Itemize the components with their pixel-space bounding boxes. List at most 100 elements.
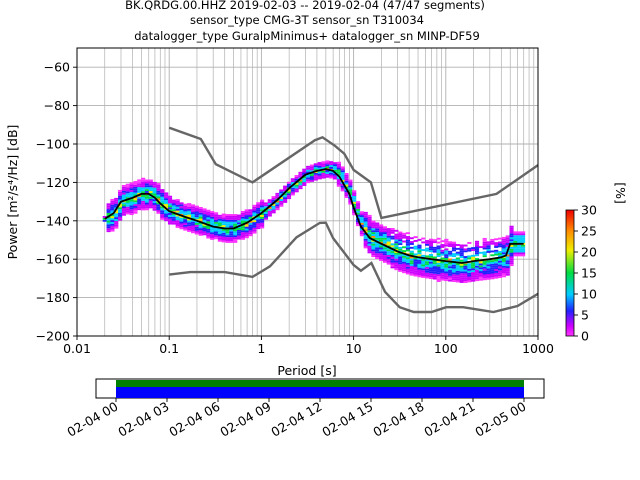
heatmap-cell [313, 172, 318, 175]
heatmap-cell [440, 244, 445, 246]
heatmap-cell [455, 267, 460, 270]
plot-frame [76, 47, 539, 337]
heatmap-cell [417, 273, 422, 276]
heatmap-cell [367, 218, 372, 221]
heatmap-cell [367, 214, 372, 217]
heatmap-cell [394, 256, 399, 259]
heatmap-cell [213, 233, 219, 236]
heatmap-cell [425, 263, 430, 266]
heatmap-cell [275, 200, 280, 203]
heatmap-cell [260, 203, 265, 206]
heatmap-cell [478, 267, 483, 270]
heatmap-cell [455, 253, 460, 256]
heatmap-cell [190, 214, 196, 216]
heatmap-cell [444, 261, 449, 264]
heatmap-cell [421, 258, 426, 261]
heatmap-cell [432, 275, 437, 278]
heatmap-cell [402, 263, 407, 266]
heatmap-cell [482, 239, 487, 242]
heatmap-cell [110, 220, 115, 222]
heatmap-cell [267, 208, 272, 211]
heatmap-cell [409, 266, 414, 268]
heatmap-cell [409, 246, 414, 249]
heatmap-cell [382, 257, 387, 259]
heatmap-cell [425, 259, 430, 262]
heatmap-cell [386, 230, 391, 232]
heatmap-cell [440, 245, 445, 248]
heatmap-cell [513, 246, 518, 249]
heatmap-cell [313, 169, 318, 171]
heatmap-cell [405, 259, 411, 262]
heatmap-cell [225, 217, 230, 220]
heatmap-cell [202, 225, 207, 228]
heatmap-cell [402, 240, 407, 243]
heatmap-cell [421, 274, 426, 276]
heatmap-cell [490, 275, 495, 278]
heatmap-cell [233, 235, 238, 238]
heatmap-cell [463, 275, 468, 278]
heatmap-cell [405, 270, 411, 273]
heatmap-cell [436, 260, 441, 263]
heatmap-cell [202, 229, 207, 232]
heatmap-cell [229, 239, 234, 241]
heatmap-cell [494, 274, 499, 277]
heatmap-cell [371, 232, 376, 235]
heatmap-cell [213, 235, 219, 238]
heatmap-cell [206, 211, 211, 214]
heatmap-cell [371, 251, 376, 254]
heatmap-cell [198, 210, 203, 213]
heatmap-cell [175, 218, 180, 221]
heatmap-cell [405, 272, 411, 275]
heatmap-cell [148, 192, 153, 195]
heatmap-cell [521, 239, 526, 241]
heatmap-cell [371, 253, 376, 256]
heatmap-cell [240, 228, 245, 231]
heatmap-cell [482, 274, 487, 277]
heatmap-cell [432, 256, 437, 259]
heatmap-cell [225, 219, 230, 222]
heatmap-cell [129, 190, 134, 193]
heatmap-cell [202, 233, 207, 236]
heatmap-cell [440, 257, 445, 260]
heatmap-cell [505, 271, 510, 274]
heatmap-cell [260, 222, 265, 225]
heatmap-cell [482, 247, 487, 250]
heatmap-cell [283, 189, 288, 192]
heatmap-cell [317, 164, 322, 166]
heatmap-cell [167, 207, 173, 210]
heatmap-cell [413, 236, 418, 239]
heatmap-cell [244, 230, 249, 233]
heatmap-cell [501, 244, 506, 247]
heatmap-cell [340, 166, 345, 169]
heatmap-cell [329, 176, 334, 179]
heatmap-cell [494, 265, 499, 268]
heatmap-cell [490, 267, 495, 270]
heatmap-cell [497, 253, 503, 255]
heatmap-cell [321, 176, 326, 179]
heatmap-cell [459, 254, 464, 257]
heatmap-cell [125, 189, 130, 192]
heatmap-cell [371, 243, 376, 246]
heatmap-cell [344, 196, 349, 198]
heatmap-cell [505, 239, 510, 242]
heatmap-cell [202, 227, 207, 230]
heatmap-cell [283, 200, 288, 203]
heatmap-cell [394, 268, 399, 271]
colorbar-tick-label: 20 [581, 245, 597, 260]
heatmap-cell [402, 257, 407, 260]
heatmap-cell [110, 200, 115, 203]
heatmap-cell [183, 219, 188, 221]
heatmap-cell [329, 161, 334, 164]
y-axis-label: Power [m²/s⁴/Hz] [dB] [5, 125, 20, 260]
heatmap-cell [425, 276, 430, 279]
heatmap-cell [141, 206, 146, 209]
heatmap-cell [210, 230, 215, 233]
heatmap-cell [171, 199, 176, 202]
heatmap-cell [156, 211, 161, 214]
heatmap-cell [148, 196, 153, 199]
heatmap-cell [260, 205, 265, 208]
heatmap-cell [398, 262, 403, 265]
colorbar-tick-label: 25 [581, 224, 597, 239]
heatmap-cell [190, 227, 196, 230]
heatmap-cell [221, 213, 226, 216]
